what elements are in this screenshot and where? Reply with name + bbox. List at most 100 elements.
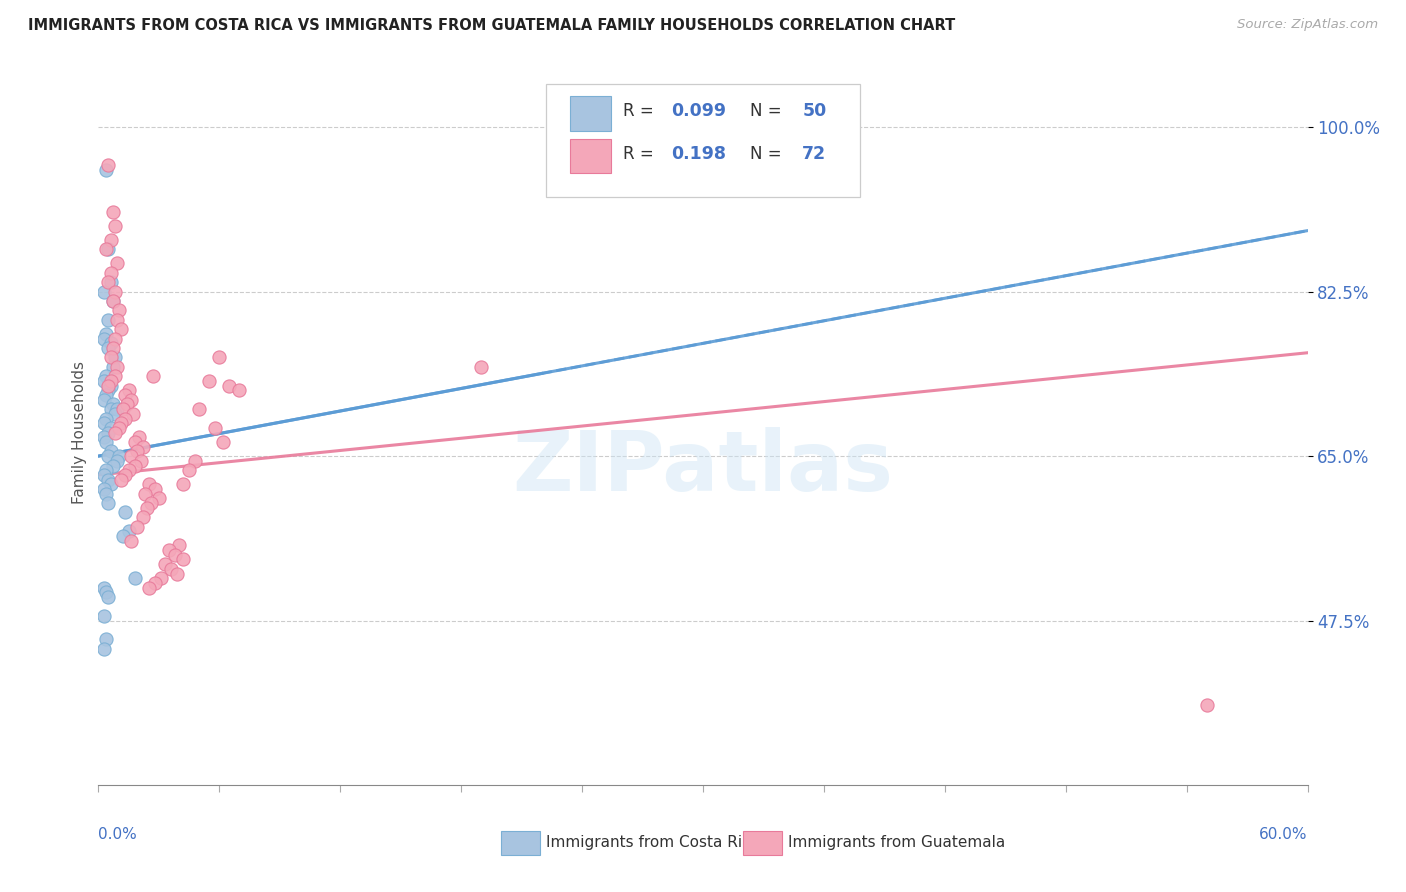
Point [157, 543, 180, 558]
Point [120, 533, 142, 548]
Point [143, 482, 166, 496]
Point [143, 576, 166, 591]
Y-axis label: Family Households: Family Households [72, 361, 87, 504]
Point [184, 454, 207, 468]
Point [97, 378, 120, 392]
Text: 72: 72 [803, 145, 827, 163]
Point [96, 463, 118, 477]
Point [97, 449, 120, 463]
Point [103, 332, 125, 346]
Point [93, 374, 115, 388]
Point [132, 510, 155, 524]
Point [103, 369, 125, 384]
Point [96, 369, 118, 384]
Text: Immigrants from Costa Rica: Immigrants from Costa Rica [546, 835, 759, 850]
Point [103, 425, 125, 440]
Point [105, 313, 128, 327]
Point [101, 359, 124, 374]
Point [93, 608, 115, 623]
Point [101, 294, 124, 309]
Point [110, 473, 132, 487]
Point [100, 378, 122, 392]
Point [115, 397, 138, 411]
Point [135, 500, 157, 515]
Point [97, 158, 120, 172]
Point [93, 332, 115, 346]
Point [118, 384, 141, 398]
Point [188, 402, 211, 417]
Point [208, 351, 231, 365]
Point [1195, 698, 1218, 712]
Point [97, 313, 120, 327]
Point [93, 392, 115, 407]
Point [114, 506, 136, 520]
Point [125, 519, 148, 533]
Point [105, 402, 128, 417]
FancyBboxPatch shape [546, 84, 860, 196]
Point [139, 496, 162, 510]
Point [101, 294, 124, 309]
Point [100, 444, 122, 458]
Text: 0.099: 0.099 [672, 102, 727, 120]
FancyBboxPatch shape [569, 139, 612, 173]
FancyBboxPatch shape [569, 96, 612, 131]
Point [100, 374, 122, 388]
Point [100, 421, 122, 435]
Point [107, 303, 129, 318]
Point [118, 463, 141, 477]
Text: Immigrants from Guatemala: Immigrants from Guatemala [787, 835, 1005, 850]
Point [97, 425, 120, 440]
Point [107, 449, 129, 463]
Point [129, 454, 152, 468]
Point [153, 557, 176, 571]
Point [138, 581, 160, 595]
Point [212, 435, 235, 450]
Point [93, 482, 115, 496]
Text: 0.198: 0.198 [672, 145, 727, 163]
Point [114, 388, 136, 402]
Point [134, 486, 156, 500]
Point [121, 407, 143, 421]
Point [97, 384, 120, 398]
Text: N =: N = [751, 102, 787, 120]
Point [160, 562, 183, 576]
Text: 60.0%: 60.0% [1260, 827, 1308, 842]
Point [110, 322, 132, 336]
Point [100, 336, 122, 351]
Point [114, 467, 136, 482]
Point [96, 632, 118, 647]
Point [101, 204, 124, 219]
Point [100, 402, 122, 417]
Point [100, 275, 122, 289]
Point [124, 458, 146, 473]
Point [100, 266, 122, 280]
Point [105, 256, 128, 270]
Point [218, 378, 240, 392]
Point [100, 351, 122, 365]
Point [100, 233, 122, 247]
Point [103, 407, 125, 421]
Point [105, 359, 128, 374]
Point [470, 359, 492, 374]
Point [97, 275, 120, 289]
Point [120, 449, 142, 463]
Point [97, 590, 120, 604]
Point [118, 524, 141, 539]
Point [96, 243, 118, 257]
Point [132, 440, 155, 454]
Point [107, 421, 129, 435]
Point [101, 458, 124, 473]
Point [111, 529, 134, 543]
Text: N =: N = [751, 145, 787, 163]
Point [110, 416, 132, 430]
Text: R =: R = [623, 102, 659, 120]
Point [93, 467, 115, 482]
Point [167, 538, 190, 552]
Point [96, 486, 118, 500]
Text: R =: R = [623, 145, 665, 163]
Point [179, 463, 201, 477]
FancyBboxPatch shape [742, 830, 782, 855]
Point [172, 552, 194, 566]
Point [138, 477, 160, 491]
Point [93, 581, 115, 595]
